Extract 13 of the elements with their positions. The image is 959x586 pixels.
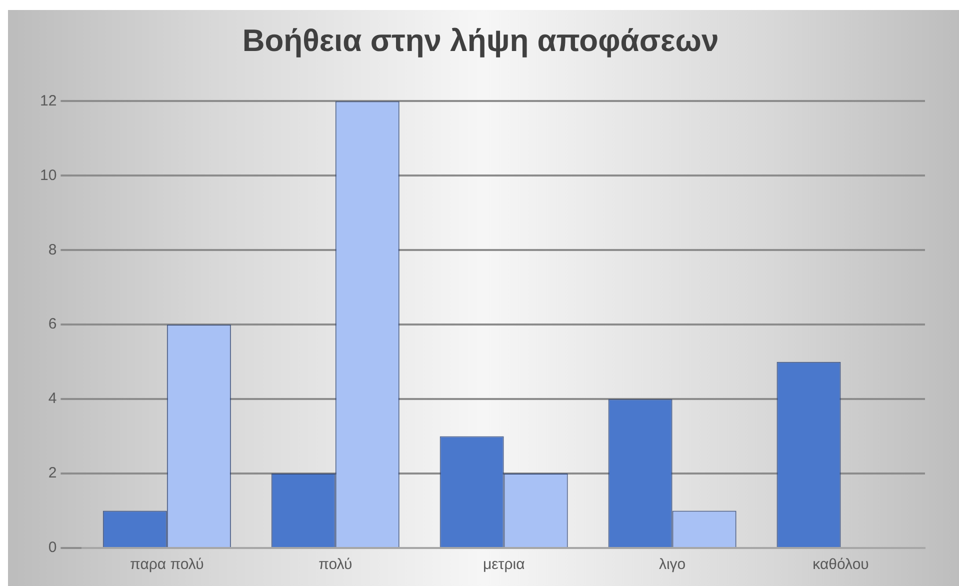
y-tick-label: 8 [48,241,57,258]
y-tick-label: 10 [40,166,57,184]
x-tick-label: καθόλου [812,556,869,574]
x-tick-label: μετρια [482,556,526,574]
y-tick-label: 12 [40,92,57,110]
y-tick-label: 2 [48,464,57,482]
x-tick-label: παρα πολύ [130,556,204,574]
x-tick-label: λιγο [658,556,686,574]
y-tick-label: 0 [48,539,57,556]
chart-title: Βοήθεια στην λήψη αποφάσεων [242,23,719,58]
y-tick-label: 4 [48,390,57,408]
y-tick-label: 6 [48,316,57,333]
x-tick-label: πολύ [318,556,352,574]
